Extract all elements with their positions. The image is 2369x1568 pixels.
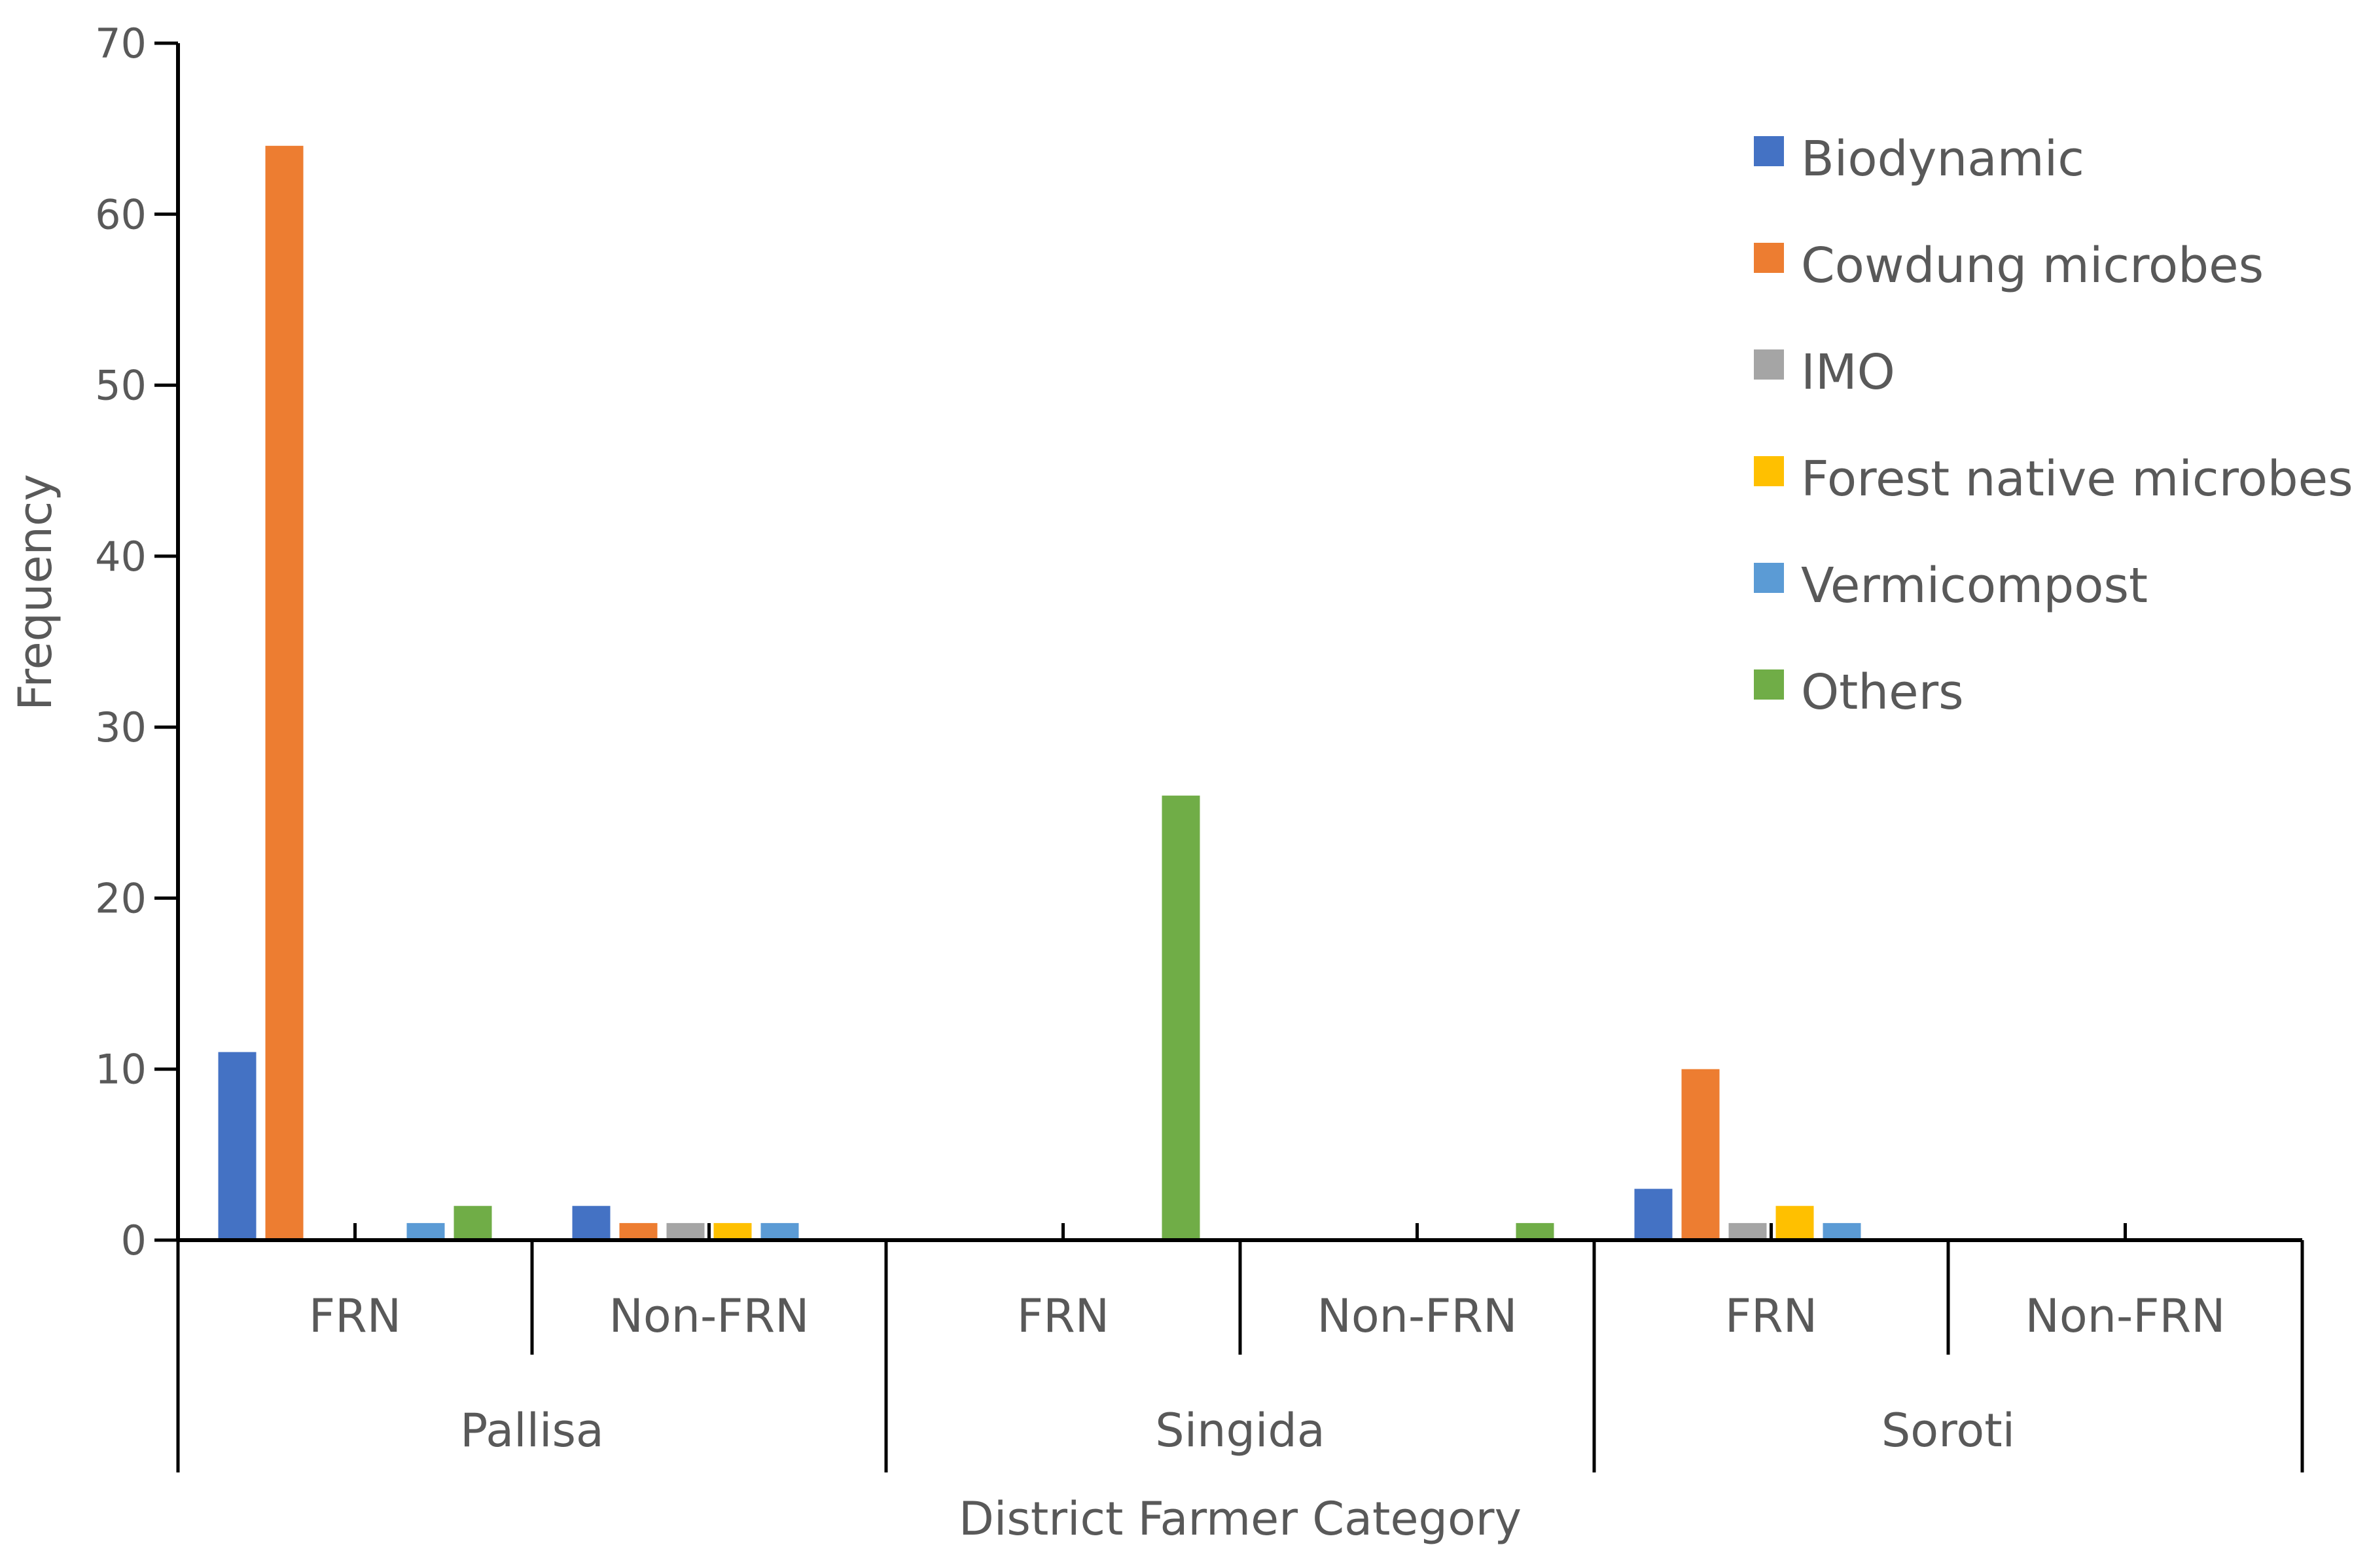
bar-others-3 (1516, 1222, 1554, 1240)
legend-swatch-forest-native-microbes (1754, 456, 1784, 486)
bar-biodynamic-1 (572, 1205, 611, 1240)
legend-label-imo: IMO (1801, 344, 1895, 401)
legend-swatch-cowdung-microbes (1754, 243, 1784, 273)
y-axis-title: Frequency (9, 474, 62, 711)
legend-label-forest-native-microbes: Forest native microbes (1801, 451, 2353, 507)
y-tick-label-0: 0 (121, 1217, 147, 1264)
y-tick-label-30: 30 (95, 704, 147, 751)
y-tick-label-70: 70 (95, 20, 147, 67)
y-tick-label-50: 50 (95, 362, 147, 410)
legend-swatch-biodynamic (1754, 136, 1784, 166)
x-category-label-2: FRN (1017, 1289, 1109, 1343)
bar-biodynamic-0 (218, 1052, 257, 1240)
bar-vermicompost-4 (1823, 1222, 1861, 1240)
x-axis-title: District Farmer Category (959, 1492, 1522, 1546)
y-tick-label-40: 40 (95, 533, 147, 580)
x-category-label-5: Non-FRN (2025, 1289, 2225, 1343)
y-tick-label-60: 60 (95, 190, 147, 238)
y-axis: 0 10 20 30 40 50 60 70 (95, 20, 180, 1264)
y-tick-label-10: 10 (95, 1046, 147, 1094)
bar-cowdung-microbes-4 (1681, 1069, 1720, 1240)
x-axis: FRN Non-FRN FRN Non-FRN FRN Non-FRN Pallisa Sin… (176, 1223, 2304, 1472)
x-group-label-singida: Singida (1155, 1404, 1325, 1457)
legend-label-cowdung-microbes: Cowdung microbes (1801, 238, 2264, 294)
bar-others-0 (454, 1205, 492, 1240)
y-tick-label-20: 20 (95, 874, 147, 922)
x-category-label-4: FRN (1725, 1289, 1817, 1343)
bar-cowdung-microbes-1 (619, 1222, 658, 1240)
legend: Biodynamic Cowdung microbes IMO Forest nati… (1754, 131, 2353, 721)
bar-imo-4 (1728, 1222, 1767, 1240)
legend-swatch-vermicompost (1754, 563, 1784, 593)
legend-label-biodynamic: Biodynamic (1801, 131, 2084, 187)
bar-forest-native-microbes-4 (1775, 1205, 1814, 1240)
x-category-label-0: FRN (309, 1289, 401, 1343)
bar-vermicompost-0 (406, 1222, 445, 1240)
legend-swatch-others (1754, 669, 1784, 700)
legend-swatch-imo (1754, 349, 1784, 380)
bar-cowdung-microbes-0 (265, 145, 304, 1240)
bar-vermicompost-1 (760, 1222, 799, 1240)
legend-label-others: Others (1801, 664, 1964, 721)
legend-label-vermicompost: Vermicompost (1801, 558, 2148, 614)
bar-others-2 (1162, 795, 1200, 1240)
bar-forest-native-microbes-1 (713, 1222, 752, 1240)
x-category-label-1: Non-FRN (609, 1289, 809, 1343)
bar-imo-1 (666, 1222, 705, 1240)
x-category-label-3: Non-FRN (1317, 1289, 1517, 1343)
bars (218, 145, 1861, 1240)
x-group-label-pallisa: Pallisa (460, 1404, 604, 1457)
x-group-label-soroti: Soroti (1881, 1404, 2015, 1457)
bar-biodynamic-4 (1634, 1188, 1673, 1240)
